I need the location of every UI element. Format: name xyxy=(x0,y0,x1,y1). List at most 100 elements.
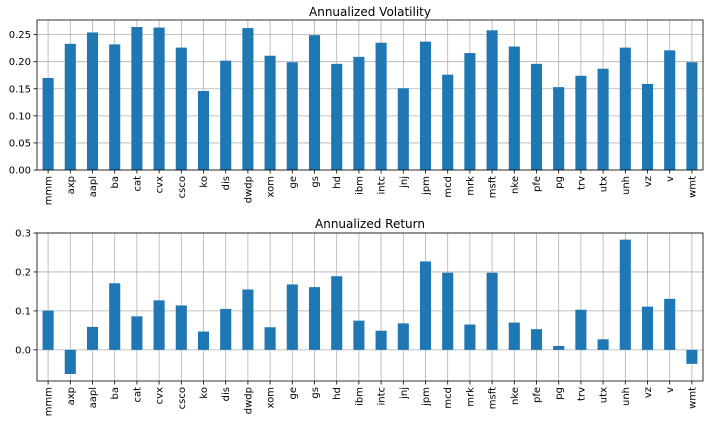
bar-cat xyxy=(131,316,143,350)
bar-dwdp xyxy=(242,289,254,350)
x-tick-label-jpm: jpm xyxy=(421,176,432,196)
bar-pfe xyxy=(530,63,543,170)
x-tick-label-dis: dis xyxy=(221,387,232,401)
y-tick-label: 0.2 xyxy=(15,267,31,278)
x-tick-label-trv: trv xyxy=(576,176,587,190)
x-tick-label-utx: utx xyxy=(599,387,610,403)
x-tick-label-pg: pg xyxy=(554,387,565,400)
volatility-panel: 0.00 0.05 0.10 0.15 0.20 0.25 mmm axp aapl ba cat c… xyxy=(9,5,704,205)
bar-v xyxy=(664,298,676,350)
bar-dwdp xyxy=(242,28,254,171)
bar-ba xyxy=(109,283,121,350)
x-tick-label-wmt: wmt xyxy=(687,387,698,409)
x-tick-label-ibm: ibm xyxy=(354,176,365,195)
bar-ko xyxy=(197,90,210,170)
x-tick-label-dwdp: dwdp xyxy=(243,387,254,414)
x-tick-label-aapl: aapl xyxy=(88,176,99,197)
x-tick-label-dwdp: dwdp xyxy=(243,176,254,203)
bar-utx xyxy=(597,339,609,350)
x-tick-label-pg: pg xyxy=(554,176,565,189)
bar-mcd xyxy=(442,74,454,170)
bar-utx xyxy=(597,68,609,170)
bar-dis xyxy=(220,308,232,350)
bar-axp xyxy=(64,349,76,374)
volatility-chart-title: Annualized Volatility xyxy=(309,5,431,19)
x-tick-label-unh: unh xyxy=(621,176,632,195)
y-tick-label: 0.20 xyxy=(9,57,31,68)
return-chart-title: Annualized Return xyxy=(315,217,425,231)
bar-trv xyxy=(575,309,587,350)
bar-hd xyxy=(331,276,343,350)
bar-ko xyxy=(197,331,210,350)
x-tick-label-jnj: jnj xyxy=(399,176,410,189)
x-tick-label-ko: ko xyxy=(199,387,210,399)
bar-trv xyxy=(575,75,587,170)
x-tick-label-mmm: mmm xyxy=(44,387,55,416)
bar-ge xyxy=(286,284,298,350)
x-tick-label-gs: gs xyxy=(310,387,321,399)
x-tick-label-trv: trv xyxy=(576,387,587,401)
bar-hd xyxy=(331,63,343,170)
bar-aapl xyxy=(86,326,99,350)
bar-axp xyxy=(64,43,76,170)
y-tick-label: 0.00 xyxy=(9,166,31,177)
y-tick-label: 0.05 xyxy=(9,138,31,149)
x-tick-label-jnj: jnj xyxy=(399,387,410,400)
return-panel: 0.0 0.1 0.2 0.3 mmm axp aapl ba cat cvx csco ko dis d… xyxy=(15,217,704,416)
x-tick-label-msft: msft xyxy=(488,176,499,198)
bar-msft xyxy=(486,30,498,171)
bar-xom xyxy=(264,55,276,171)
bar-msft xyxy=(486,272,498,350)
x-tick-label-v: v xyxy=(665,387,676,393)
x-tick-label-ko: ko xyxy=(199,176,210,188)
bar-nke xyxy=(508,322,520,350)
bar-jnj xyxy=(397,88,409,170)
x-tick-label-mcd: mcd xyxy=(443,387,454,409)
x-tick-label-wmt: wmt xyxy=(687,176,698,198)
bar-jnj xyxy=(397,323,409,350)
x-tick-label-vz: vz xyxy=(643,176,654,187)
bar-vz xyxy=(641,83,654,170)
x-tick-label-hd: hd xyxy=(332,176,343,189)
bar-mmm xyxy=(42,310,54,350)
bar-cat xyxy=(131,27,143,171)
bar-gs xyxy=(308,35,321,170)
x-tick-label-msft: msft xyxy=(488,387,499,409)
x-tick-label-xom: xom xyxy=(266,387,277,408)
axes-frame xyxy=(36,232,704,382)
bar-wmt xyxy=(686,349,698,364)
x-tick-label-axp: axp xyxy=(66,387,77,405)
x-tick-label-ge: ge xyxy=(288,176,299,189)
bar-pg xyxy=(553,345,565,350)
x-tick-label-utx: utx xyxy=(599,176,610,192)
x-tick-label-unh: unh xyxy=(621,387,632,406)
x-tick-label-hd: hd xyxy=(332,387,343,400)
bar-csco xyxy=(175,305,187,350)
bar-cvx xyxy=(153,27,165,171)
x-tick-label-nke: nke xyxy=(510,387,521,405)
bar-ba xyxy=(109,44,121,170)
y-tick-label: 0.10 xyxy=(9,111,31,122)
x-tick-label-cat: cat xyxy=(132,176,143,192)
bar-xom xyxy=(264,327,276,350)
x-tick-label-axp: axp xyxy=(66,176,77,194)
x-tick-label-ibm: ibm xyxy=(354,387,365,406)
bar-intc xyxy=(375,330,387,350)
bar-aapl xyxy=(86,32,99,171)
bar-jpm xyxy=(419,41,432,171)
x-tick-label-csco: csco xyxy=(177,387,188,409)
bar-ibm xyxy=(353,320,365,350)
bar-jpm xyxy=(419,261,432,350)
y-tick-label: 0.25 xyxy=(9,30,31,41)
bar-intc xyxy=(375,42,387,170)
y-tick-label: 0.15 xyxy=(9,84,31,95)
bar-gs xyxy=(308,287,321,350)
bar-wmt xyxy=(686,62,698,170)
x-tick-label-mcd: mcd xyxy=(443,176,454,198)
x-tick-label-aapl: aapl xyxy=(88,387,99,408)
x-tick-label-ge: ge xyxy=(288,387,299,400)
bar-mrk xyxy=(464,324,476,350)
x-tick-label-mrk: mrk xyxy=(465,387,476,407)
bar-vz xyxy=(641,306,654,350)
bar-ibm xyxy=(353,56,365,170)
